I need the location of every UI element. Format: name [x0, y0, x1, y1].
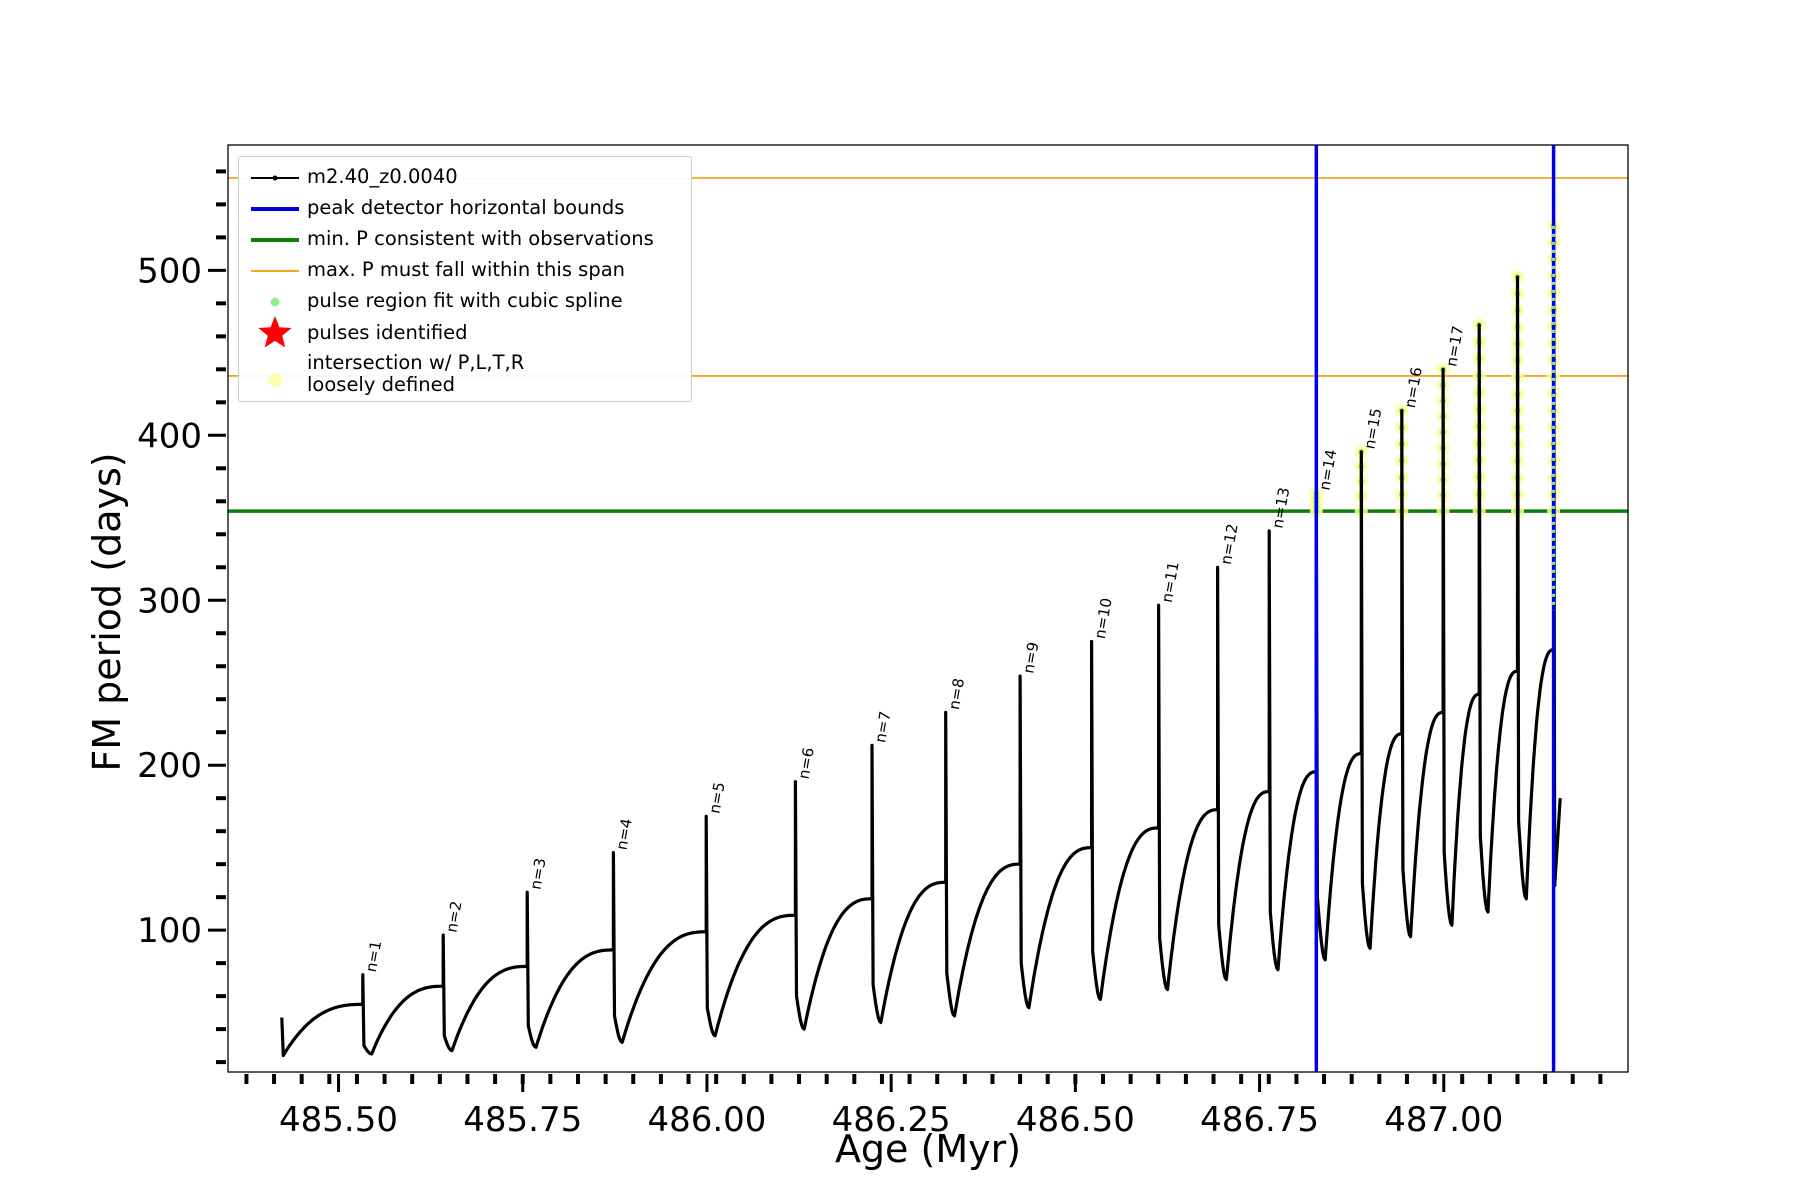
annotation-n5: n=5 [705, 781, 728, 815]
plot-border [227, 144, 1629, 1073]
legend-item-peak-bounds: peak detector horizontal bounds [239, 194, 709, 220]
x-tick-label: 486.75 [1200, 1100, 1319, 1140]
series-m2-40-line [280, 224, 1562, 1058]
legend-item-intersection: intersection w/ P,L,T,R loosely defined [239, 351, 709, 397]
y-tick-label: 300 [137, 581, 202, 621]
annotation-n1: n=1 [362, 939, 385, 973]
x-axis-label: Age (Myr) [835, 1127, 1021, 1171]
y-axis: 100 200 300 400 500 [137, 169, 226, 1065]
star-icon [258, 316, 292, 348]
y-tick-label: 100 [137, 911, 202, 951]
legend-label-min-p: min. P consistent with observations [307, 227, 654, 250]
reference-lines-vertical [1314, 145, 1556, 1072]
annotation-n7: n=7 [871, 710, 894, 744]
x-tick-label: 487.00 [1384, 1100, 1503, 1140]
annotation-n2: n=2 [442, 900, 465, 934]
x-tick-label: 486.50 [1016, 1100, 1135, 1140]
legend-label-peak-bounds: peak detector horizontal bounds [307, 196, 625, 219]
y-tick-label: 400 [137, 416, 202, 456]
y-axis-label: FM period (days) [85, 452, 129, 771]
x-tick-label: 485.50 [279, 1100, 398, 1140]
legend: m2.40_z0.0040 peak detector horizontal b… [238, 156, 692, 402]
y-tick-label: 200 [137, 746, 202, 786]
annotation-n4: n=4 [613, 817, 636, 851]
legend-item-spline: pulse region fit with cubic spline [239, 287, 709, 313]
annotation-n9: n=9 [1019, 641, 1042, 675]
legend-item-min-p: min. P consistent with observations [239, 225, 709, 251]
legend-label-max-p: max. P must fall within this span [307, 258, 626, 281]
legend-label-spline: pulse region fit with cubic spline [307, 289, 623, 312]
series-line [280, 224, 1562, 1058]
annotation-n3: n=3 [526, 857, 549, 891]
legend-label-intersection-1: intersection w/ P,L,T,R [307, 351, 525, 374]
legend-label-pulses: pulses identified [307, 321, 468, 344]
plot-frame [227, 144, 1629, 1073]
x-tick-label: 485.75 [463, 1100, 582, 1140]
annotation-n8: n=8 [945, 677, 968, 711]
legend-label-series: m2.40_z0.0040 [307, 165, 458, 188]
legend-item-pulses: pulses identified [239, 315, 709, 348]
legend-item-series: m2.40_z0.0040 [239, 163, 709, 189]
legend-item-max-p: max. P must fall within this span [239, 256, 709, 282]
x-axis: 485.50 485.75 486.00 486.25 486.50 486.75 487.… [244, 1074, 1603, 1140]
legend-label-intersection-2: loosely defined [307, 373, 455, 396]
x-tick-label: 486.00 [647, 1100, 766, 1140]
x-tick-label: 486.25 [832, 1100, 951, 1140]
annotation-n6: n=6 [795, 746, 818, 780]
y-tick-label: 500 [137, 251, 202, 291]
